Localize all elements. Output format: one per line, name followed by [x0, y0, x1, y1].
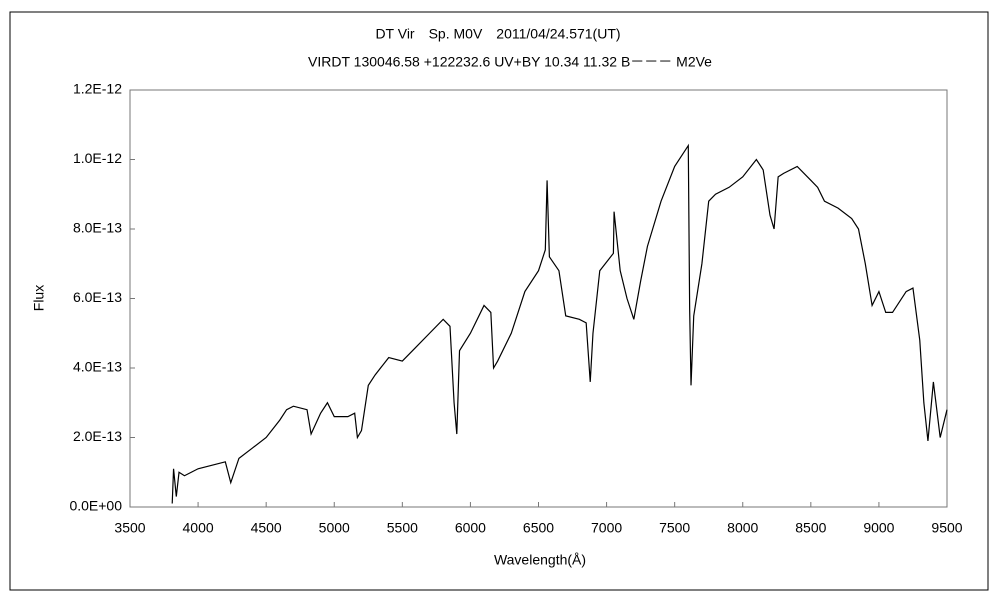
x-axis-label: Wavelength(Å): [494, 552, 586, 568]
chart-title: DT Vir Sp. M0V 2011/04/24.571(UT): [375, 26, 620, 42]
x-tick-label: 3500: [114, 520, 145, 536]
x-tick-label: 7000: [591, 520, 622, 536]
x-tick-label: 6000: [455, 520, 486, 536]
x-tick-label: 9000: [863, 520, 894, 536]
x-tick-label: 9500: [931, 520, 962, 536]
x-tick-label: 8000: [727, 520, 758, 536]
x-tick-label: 5500: [387, 520, 418, 536]
x-tick-label: 4000: [183, 520, 214, 536]
y-axis-label: Flux: [31, 285, 47, 311]
y-tick-label: 1.0E-12: [73, 150, 122, 166]
chart-subtitle: VIRDT 130046.58 +122232.6 UV+BY 10.34 11…: [308, 54, 712, 70]
spectrum-line: [171, 143, 948, 504]
y-tick-label: 1.2E-12: [73, 81, 122, 97]
x-tick-label: 6500: [523, 520, 554, 536]
x-tick-label: 7500: [659, 520, 690, 536]
x-tick-label: 8500: [795, 520, 826, 536]
x-tick-label: 4500: [251, 520, 282, 536]
y-tick-label: 2.0E-13: [73, 428, 122, 444]
y-tick-label: 8.0E-13: [73, 220, 122, 236]
y-tick-label: 4.0E-13: [73, 359, 122, 375]
y-tick-label: 6.0E-13: [73, 289, 122, 305]
y-tick-label: 0.0E+00: [69, 498, 122, 514]
chart-frame: [9, 11, 989, 591]
x-tick-label: 5000: [319, 520, 350, 536]
